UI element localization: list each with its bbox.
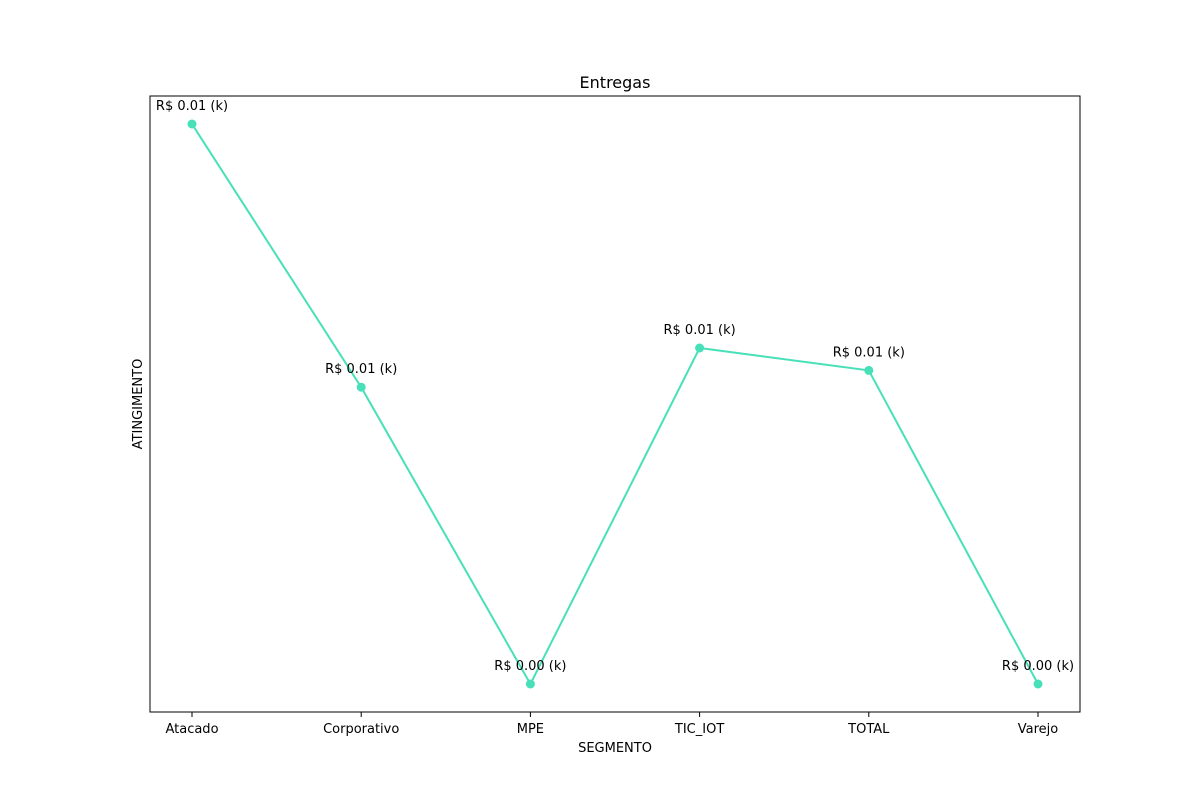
x-axis-label: SEGMENTO: [578, 741, 652, 756]
plot-area-frame: [149, 95, 1081, 713]
data-label: R$ 0.01 (k): [664, 323, 736, 338]
y-axis-label: ATINGIMENTO: [131, 359, 146, 450]
data-label: R$ 0.01 (k): [156, 99, 228, 114]
data-point: [695, 343, 705, 353]
data-point: [525, 679, 535, 689]
data-point: [356, 382, 366, 392]
data-point: [187, 119, 197, 129]
data-label: R$ 0.00 (k): [1002, 659, 1074, 674]
chart-title: Entregas: [580, 73, 651, 92]
series-line: [191, 123, 1039, 687]
data-label: R$ 0.00 (k): [494, 659, 566, 674]
series-layer: R$ 0.01 (k) R$ 0.01 (k) R$ 0.00 (k) R$ 0.01…: [156, 99, 1074, 689]
data-label: R$ 0.01 (k): [833, 345, 905, 360]
x-axis-ticks: Atacado Corporativo MPE TIC_IOT TOTAL Varejo: [165, 712, 1058, 737]
x-tick-label: TOTAL: [847, 722, 890, 737]
data-label: R$ 0.01 (k): [325, 362, 397, 377]
x-tick-label: MPE: [517, 722, 544, 737]
data-point: [864, 365, 874, 375]
x-tick-label: Atacado: [165, 722, 218, 737]
x-tick-label: Corporativo: [323, 722, 399, 737]
x-tick-label: Varejo: [1018, 722, 1059, 737]
x-tick-label: TIC_IOT: [674, 722, 724, 737]
data-point: [1033, 679, 1043, 689]
